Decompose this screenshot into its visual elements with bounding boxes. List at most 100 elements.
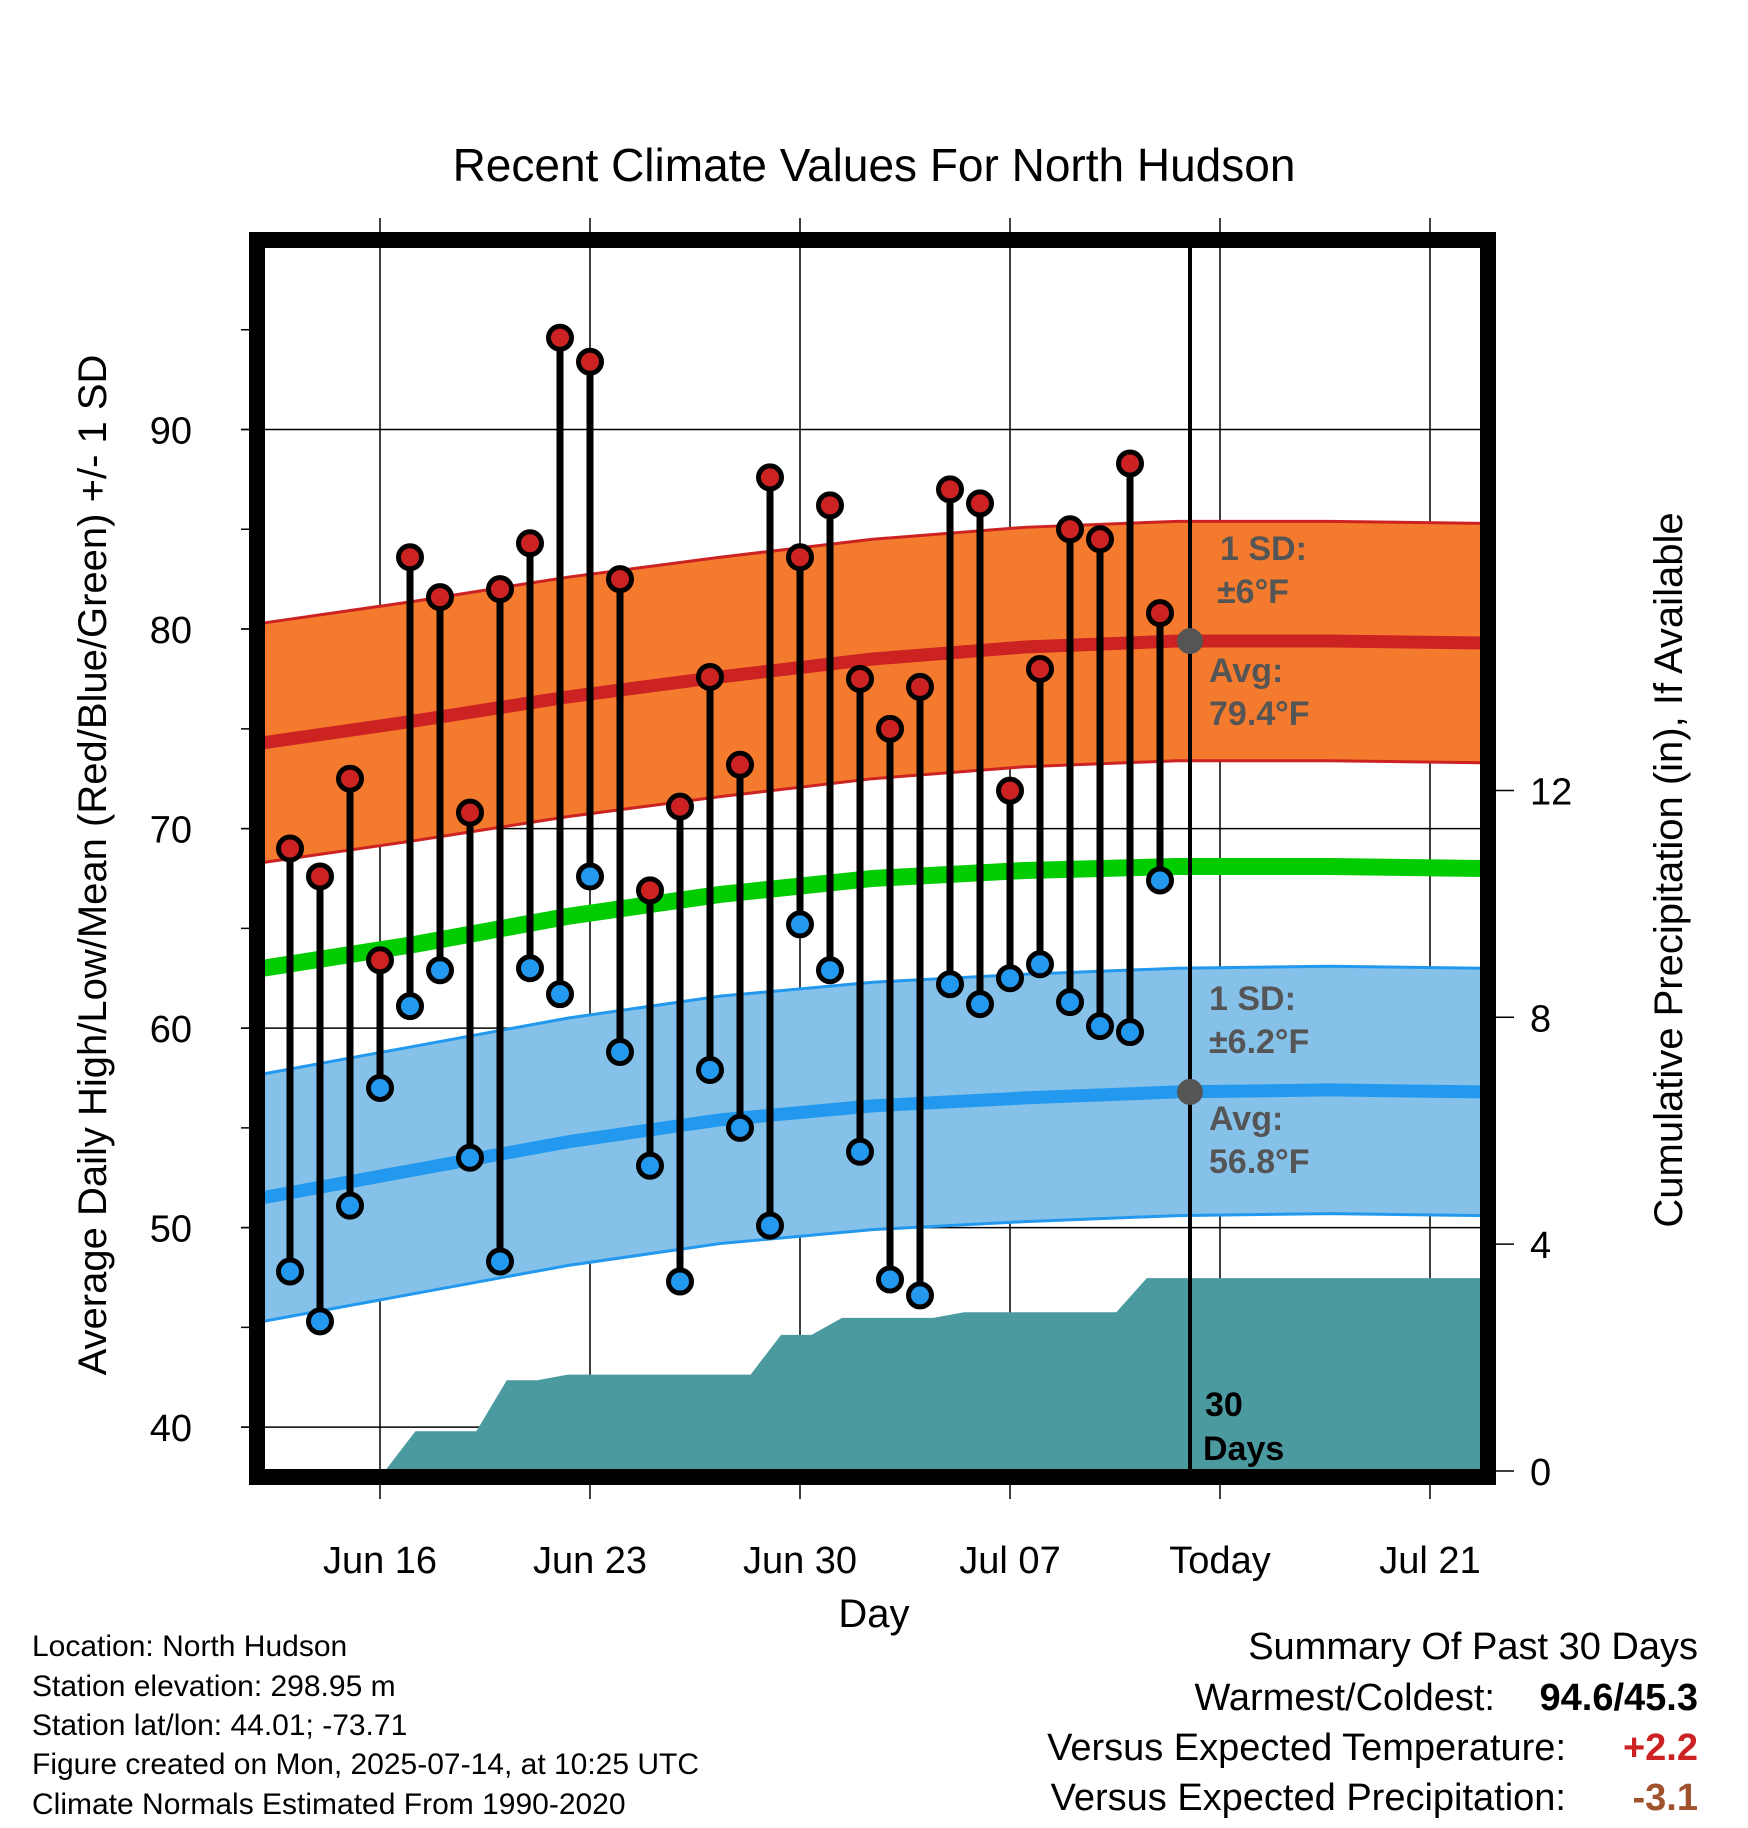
summary-temp-label: Versus Expected Temperature: bbox=[1047, 1727, 1566, 1769]
daily-low-point bbox=[936, 970, 964, 999]
daily-high-point bbox=[756, 463, 784, 492]
daily-high-point bbox=[546, 323, 574, 352]
footer-location: Location: North Hudson bbox=[32, 1630, 347, 1663]
footer-elevation: Station elevation: 298.95 m bbox=[32, 1670, 396, 1703]
daily-low-point bbox=[456, 1143, 484, 1172]
daily-low-point bbox=[1056, 988, 1084, 1017]
daily-high-point bbox=[276, 834, 304, 863]
x-tick-label: Jun 23 bbox=[533, 1540, 647, 1582]
precip-days-label-2: Days bbox=[1203, 1430, 1284, 1468]
daily-low-point bbox=[726, 1113, 754, 1142]
summary-warm-cold-value: 94.6/45.3 bbox=[1540, 1677, 1698, 1719]
daily-high-point bbox=[636, 876, 664, 905]
high-avg-label: Avg: bbox=[1209, 652, 1283, 690]
summary-precip-value: -3.1 bbox=[1633, 1777, 1698, 1819]
high-sd-band bbox=[263, 521, 1482, 863]
y2-axis-label: Cumulative Precipitation (in), If Availa… bbox=[1647, 512, 1691, 1227]
daily-high-point bbox=[396, 543, 424, 572]
x-tick-label: Jun 30 bbox=[743, 1540, 857, 1582]
daily-low-point bbox=[276, 1257, 304, 1286]
y-tick-label: 80 bbox=[150, 610, 192, 652]
daily-low-point bbox=[1086, 1012, 1114, 1041]
low-sd-band bbox=[263, 966, 1482, 1322]
daily-high-point bbox=[366, 946, 394, 975]
low-sd-label: 1 SD: bbox=[1209, 980, 1296, 1018]
x-axis-label: Day bbox=[838, 1592, 909, 1636]
daily-low-point bbox=[546, 980, 574, 1009]
low-avg-value: 56.8°F bbox=[1209, 1143, 1310, 1181]
daily-high-point bbox=[846, 664, 874, 693]
daily-low-point bbox=[846, 1137, 874, 1166]
daily-low-point bbox=[756, 1211, 784, 1240]
x-tick-label: Jun 16 bbox=[323, 1540, 437, 1582]
daily-high-point bbox=[1026, 654, 1054, 683]
daily-high-point bbox=[426, 583, 454, 612]
normal-mean-line bbox=[261, 857, 1483, 977]
y-axis-label: Average Daily High/Low/Mean (Red/Blue/Gr… bbox=[71, 355, 115, 1376]
high-avg-value: 79.4°F bbox=[1209, 695, 1310, 733]
summary-warm-cold-label: Warmest/Coldest: bbox=[1194, 1677, 1495, 1719]
daily-high-point bbox=[696, 662, 724, 691]
daily-low-point bbox=[1026, 950, 1054, 979]
daily-high-point bbox=[996, 776, 1024, 805]
plot-area: Jun 16 Jun 23 Jun 30 Jul 07 Today Jul 2140506… bbox=[150, 218, 1572, 1582]
daily-low-point bbox=[786, 910, 814, 939]
high-sd-value: ±6°F bbox=[1217, 573, 1289, 611]
daily-high-point bbox=[1116, 449, 1144, 478]
high-sd-band-lower-edge bbox=[262, 759, 1483, 864]
daily-high-point bbox=[486, 575, 514, 604]
y-tick-label: 90 bbox=[150, 411, 192, 453]
today-normal-low-marker bbox=[1177, 1078, 1203, 1105]
low-sd-value: ±6.2°F bbox=[1209, 1023, 1309, 1061]
daily-high-point bbox=[1146, 599, 1174, 628]
low-avg-label: Avg: bbox=[1209, 1100, 1283, 1138]
footer-latlon: Station lat/lon: 44.01; -73.71 bbox=[32, 1709, 407, 1742]
precip-days-label-1: 30 bbox=[1205, 1386, 1243, 1424]
daily-low-point bbox=[816, 956, 844, 985]
daily-low-point bbox=[966, 990, 994, 1019]
daily-high-point bbox=[726, 750, 754, 779]
daily-high-point bbox=[516, 529, 544, 558]
daily-high-point bbox=[1056, 515, 1084, 544]
y2-tick-label: 4 bbox=[1530, 1225, 1551, 1267]
x-tick-label: Jul 21 bbox=[1379, 1540, 1480, 1582]
summary-temp-value: +2.2 bbox=[1623, 1727, 1698, 1769]
y-tick-label: 70 bbox=[150, 810, 192, 852]
daily-high-point bbox=[936, 475, 964, 504]
footer-normals: Climate Normals Estimated From 1990-2020 bbox=[32, 1788, 626, 1821]
footer-created: Figure created on Mon, 2025-07-14, at 10… bbox=[32, 1748, 699, 1781]
daily-low-point bbox=[666, 1267, 694, 1296]
daily-high-point bbox=[576, 347, 604, 376]
daily-high-point bbox=[606, 565, 634, 594]
daily-high-point bbox=[1086, 525, 1114, 554]
daily-low-point bbox=[996, 964, 1024, 993]
daily-high-point bbox=[306, 862, 334, 891]
daily-low-point bbox=[396, 992, 424, 1021]
daily-high-point bbox=[336, 764, 364, 793]
daily-low-point bbox=[606, 1038, 634, 1067]
daily-high-point bbox=[876, 714, 904, 743]
daily-low-point bbox=[306, 1307, 334, 1336]
today-normal-high-marker bbox=[1177, 628, 1203, 655]
precipitation-area bbox=[263, 1278, 1482, 1471]
daily-low-point bbox=[516, 954, 544, 983]
daily-high-point bbox=[456, 798, 484, 827]
low-sd-band-upper-edge bbox=[262, 964, 1483, 1076]
chart-title: Recent Climate Values For North Hudson bbox=[453, 139, 1296, 191]
daily-low-point bbox=[486, 1247, 514, 1276]
daily-low-point bbox=[1116, 1018, 1144, 1047]
high-sd-label: 1 SD: bbox=[1220, 530, 1307, 568]
daily-low-point bbox=[1146, 866, 1174, 895]
summary-precip-label: Versus Expected Precipitation: bbox=[1051, 1777, 1566, 1819]
daily-low-point bbox=[336, 1191, 364, 1220]
daily-high-point bbox=[966, 489, 994, 518]
daily-high-point bbox=[816, 491, 844, 520]
y-tick-label: 40 bbox=[150, 1408, 192, 1450]
x-tick-label: Jul 07 bbox=[959, 1540, 1060, 1582]
y-tick-label: 60 bbox=[150, 1009, 192, 1051]
low-sd-band-lower-edge bbox=[262, 1212, 1483, 1323]
y-tick-label: 50 bbox=[150, 1209, 192, 1251]
daily-low-point bbox=[426, 956, 454, 985]
summary-heading: Summary Of Past 30 Days bbox=[1248, 1626, 1698, 1668]
